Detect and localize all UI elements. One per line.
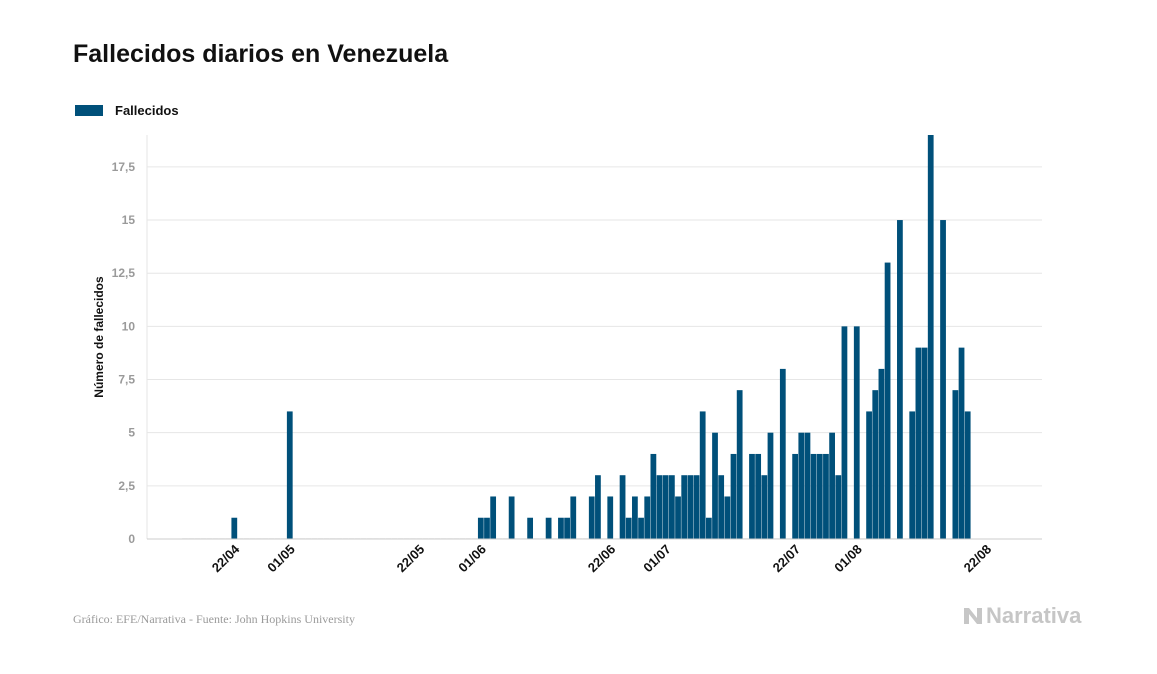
bar — [625, 517, 632, 539]
bar — [650, 453, 657, 539]
bar — [866, 411, 872, 539]
x-tick-label: 01/05 — [264, 542, 298, 576]
y-tick-label: 12,5 — [112, 266, 136, 280]
bar — [792, 453, 799, 539]
bar — [681, 475, 688, 539]
bar — [816, 453, 823, 539]
y-tick-label: 2,5 — [118, 479, 135, 493]
bar — [644, 496, 651, 539]
bar — [693, 475, 700, 539]
bar — [705, 517, 712, 539]
bar — [484, 517, 490, 539]
bar — [564, 517, 570, 539]
brand-name: Narrativa — [986, 603, 1082, 628]
source-note: Gráfico: EFE/Narrativa - Fuente: John Ho… — [73, 612, 355, 626]
bar — [940, 220, 946, 540]
bar — [687, 475, 694, 539]
bar — [952, 390, 959, 539]
bar — [724, 496, 731, 539]
bar — [588, 496, 595, 539]
legend: Fallecidos — [75, 103, 179, 118]
y-tick-label: 0 — [128, 532, 135, 546]
bar — [545, 517, 552, 539]
bar — [286, 411, 293, 539]
bar — [829, 432, 835, 539]
bar — [767, 432, 774, 539]
bar — [558, 517, 564, 539]
bar — [231, 517, 238, 539]
bar — [508, 496, 515, 539]
bar — [675, 496, 681, 539]
x-tick-label: 22/06 — [585, 542, 619, 576]
y-axis-title: Número de fallecidos — [92, 276, 106, 398]
brand-logo: Narrativa — [962, 603, 1081, 629]
bar — [853, 326, 860, 539]
bar — [915, 347, 922, 539]
bar — [927, 135, 934, 539]
y-tick-label: 5 — [128, 426, 135, 440]
bar — [804, 432, 811, 539]
bar — [668, 475, 675, 539]
y-tick-label: 17,5 — [112, 160, 136, 174]
bar — [632, 496, 638, 539]
legend-swatch — [75, 105, 103, 116]
bar — [884, 262, 891, 539]
x-tick-label: 01/08 — [831, 542, 865, 576]
narrativa-logo-icon — [964, 608, 982, 624]
bar — [712, 432, 718, 539]
bar — [810, 453, 817, 539]
x-tick-label: 01/07 — [640, 542, 674, 576]
x-tick-label: 01/06 — [455, 542, 489, 576]
bar — [619, 475, 626, 539]
y-tick-label: 7,5 — [118, 373, 135, 387]
bar — [921, 347, 928, 539]
bar — [656, 475, 663, 539]
x-tick-label: 22/04 — [209, 541, 243, 575]
bar — [823, 453, 829, 539]
bar — [749, 453, 755, 539]
x-tick-label: 22/07 — [770, 542, 804, 576]
bar — [730, 453, 737, 539]
x-tick-label: 22/08 — [961, 542, 995, 576]
bar — [779, 368, 786, 539]
legend-label: Fallecidos — [115, 103, 179, 118]
bar — [958, 347, 965, 539]
bar — [527, 517, 534, 539]
bar — [477, 517, 484, 539]
bar — [835, 475, 842, 539]
bar — [761, 475, 768, 539]
bar — [897, 220, 903, 540]
bar — [736, 390, 743, 539]
bar — [798, 432, 805, 539]
bar — [595, 475, 601, 539]
bar — [909, 411, 916, 539]
y-tick-label: 10 — [122, 319, 136, 333]
bar — [872, 390, 879, 539]
x-tick-label: 22/05 — [394, 542, 428, 576]
bar — [662, 475, 669, 539]
chart-title: Fallecidos diarios en Venezuela — [73, 40, 449, 68]
bar — [718, 475, 725, 539]
bar — [755, 453, 762, 539]
bar — [964, 411, 971, 539]
bar — [638, 517, 644, 539]
bar — [490, 496, 497, 539]
bar — [841, 326, 848, 539]
y-tick-label: 15 — [122, 213, 136, 227]
bar — [878, 368, 885, 539]
bar — [607, 496, 614, 539]
bar — [570, 496, 577, 539]
bar — [699, 411, 706, 539]
